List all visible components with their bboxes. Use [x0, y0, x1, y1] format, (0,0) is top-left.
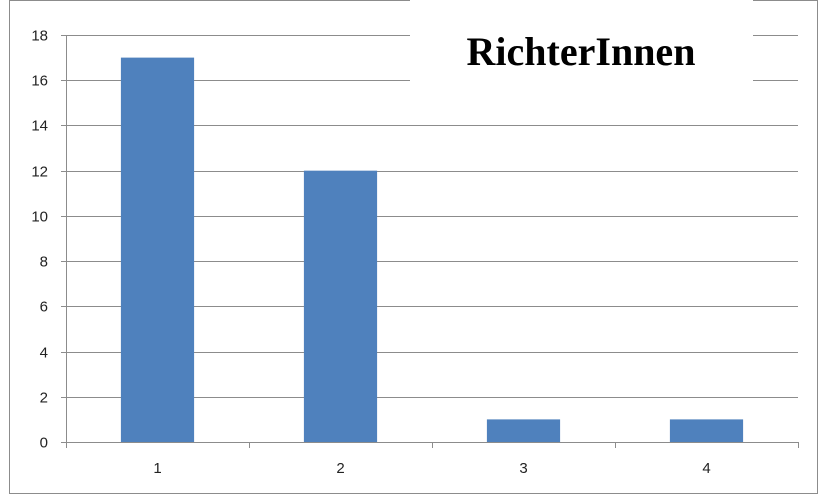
bar	[669, 419, 744, 442]
bar	[120, 57, 195, 442]
y-tick-label: 18	[31, 28, 48, 45]
y-tick-label: 12	[31, 164, 48, 181]
x-tick-label: 3	[519, 460, 527, 477]
y-tick-label: 2	[40, 390, 48, 407]
y-tick-label: 0	[40, 435, 48, 452]
bars	[120, 57, 744, 442]
x-tick-label: 4	[702, 460, 710, 477]
bar	[303, 170, 378, 442]
y-tick-label: 4	[40, 345, 48, 362]
axes	[61, 35, 799, 448]
bar	[486, 419, 561, 442]
x-tick-label: 1	[153, 460, 161, 477]
x-tick-labels: 1 2 3 4	[153, 460, 710, 477]
chart-title-box	[410, 0, 753, 82]
y-tick-label: 6	[40, 299, 48, 316]
y-tick-label: 14	[31, 118, 48, 135]
y-tick-labels: 0 2 4 6 8 10 12 14 16 18	[31, 28, 48, 452]
y-tick-label: 8	[40, 254, 48, 271]
chart-title: RichterInnen	[467, 29, 696, 74]
y-tick-label: 16	[31, 73, 48, 90]
x-tick-label: 2	[336, 460, 344, 477]
y-tick-label: 10	[31, 209, 48, 226]
